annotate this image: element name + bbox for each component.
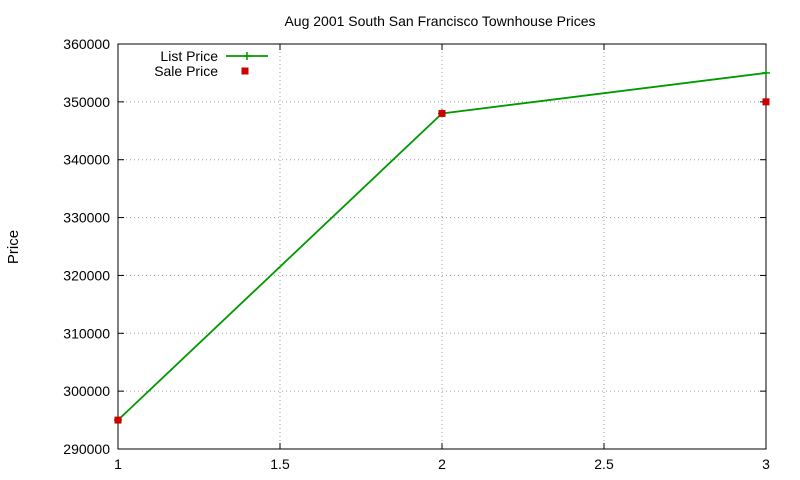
y-tick-label: 360000 [63, 36, 110, 52]
series-0 [114, 68, 770, 425]
y-tick-label: 330000 [63, 210, 110, 226]
series-layer [114, 68, 770, 425]
legend-entry: Sale Price [154, 63, 249, 79]
y-axis-ticks: 290000 300000 310000 320000 330000 340000 3500… [63, 36, 766, 457]
legend-marker [241, 67, 249, 75]
x-tick-label: 2 [438, 456, 446, 472]
chart-title: Aug 2001 South San Francisco Townhouse P… [284, 13, 595, 29]
legend-label: List Price [160, 48, 218, 64]
y-tick-label: 340000 [63, 152, 110, 168]
grid-lines [118, 44, 766, 449]
series-1 [114, 98, 770, 424]
y-tick-label: 350000 [63, 94, 110, 110]
y-axis-label: Price [5, 230, 22, 264]
legend-label: Sale Price [154, 63, 218, 79]
data-point [762, 98, 770, 106]
y-tick-label: 290000 [63, 441, 110, 457]
data-point [114, 416, 122, 424]
x-axis-ticks: 1 1.5 2 2.5 3 [114, 44, 770, 472]
y-tick-label: 320000 [63, 267, 110, 283]
data-point [438, 109, 446, 117]
x-tick-label: 2.5 [594, 456, 614, 472]
y-tick-label: 310000 [63, 325, 110, 341]
legend-marker [243, 52, 251, 60]
legend-entry: List Price [160, 48, 268, 64]
x-tick-label: 3 [762, 456, 770, 472]
x-tick-label: 1 [114, 456, 122, 472]
x-tick-label: 1.5 [270, 456, 290, 472]
data-point [762, 68, 770, 77]
y-tick-label: 300000 [63, 383, 110, 399]
